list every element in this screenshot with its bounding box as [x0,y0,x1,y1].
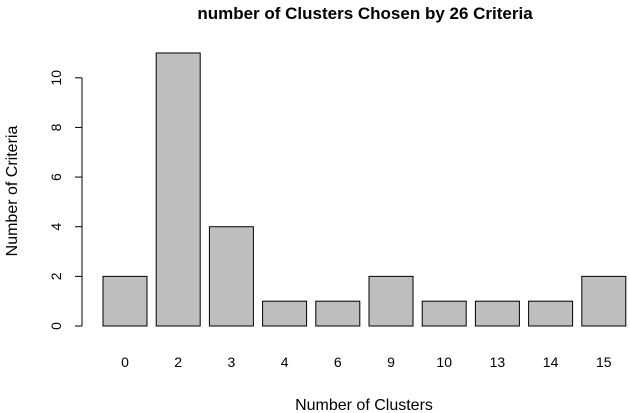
x-tick-label: 0 [121,354,129,370]
y-tick-label: 0 [48,322,64,330]
bar [102,275,148,327]
y-axis: 0 2 4 6 8 10 [48,70,83,330]
x-tick-label: 4 [281,354,289,370]
y-tick-label: 6 [48,173,64,181]
y-tick-label: 8 [48,123,64,131]
y-axis-label: Number of Criteria [4,126,21,257]
bar [262,300,308,327]
x-axis-tick-labels: 0 2 3 4 6 9 10 13 14 15 [121,354,612,370]
x-tick-label: 2 [174,354,182,370]
y-tick-label: 4 [48,223,64,231]
bar [474,300,520,327]
x-tick-label: 3 [228,354,236,370]
x-tick-label: 14 [543,354,559,370]
x-tick-label: 13 [490,354,506,370]
chart-title: number of Clusters Chosen by 26 Criteria [197,4,533,23]
bar [581,275,627,327]
bar [315,300,361,327]
y-tick-label: 10 [48,70,64,86]
x-tick-label: 15 [596,354,612,370]
x-tick-label: 10 [436,354,452,370]
x-tick-label: 9 [387,354,395,370]
bar [528,300,574,327]
bar [208,226,254,327]
x-axis-label: Number of Clusters [295,397,433,413]
y-tick-label: 2 [48,272,64,280]
bar [421,300,467,327]
x-tick-label: 6 [334,354,342,370]
bar [368,275,414,327]
bars [102,52,627,327]
bar [155,52,201,327]
